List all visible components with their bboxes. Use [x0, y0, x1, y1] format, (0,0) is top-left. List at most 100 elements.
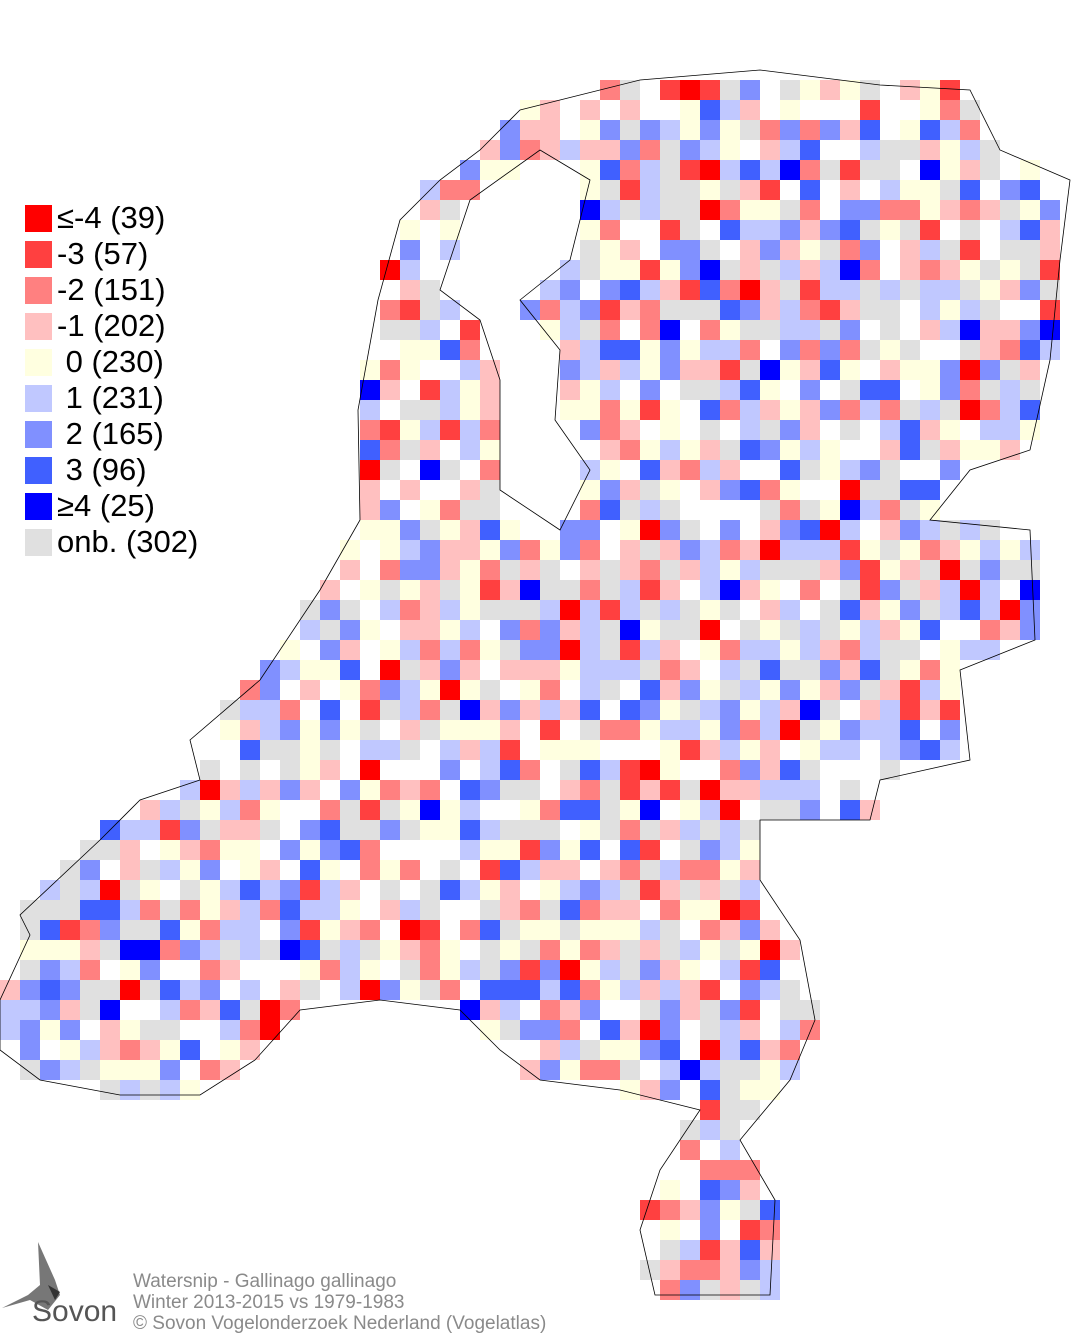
- grid-cell: [640, 500, 660, 520]
- grid-cell: [660, 440, 680, 460]
- grid-cell: [880, 360, 900, 380]
- grid-cell: [620, 120, 640, 140]
- grid-cell: [640, 1020, 660, 1040]
- grid-cell: [100, 900, 120, 920]
- grid-cell: [40, 900, 60, 920]
- grid-cell: [940, 200, 960, 220]
- grid-cell: [900, 260, 920, 280]
- grid-cell: [440, 940, 460, 960]
- grid-cell: [900, 580, 920, 600]
- grid-cell: [740, 900, 760, 920]
- grid-cell: [440, 300, 460, 320]
- grid-cell: [720, 520, 740, 540]
- grid-cell: [680, 620, 700, 640]
- grid-cell: [740, 1040, 760, 1060]
- grid-cell: [500, 880, 520, 900]
- grid-cell: [780, 360, 800, 380]
- grid-cell: [580, 600, 600, 620]
- grid-cell: [820, 460, 840, 480]
- grid-cell: [800, 640, 820, 660]
- sovon-logo-text: Sovon: [32, 1295, 118, 1328]
- grid-cell: [880, 460, 900, 480]
- grid-cell: [540, 940, 560, 960]
- grid-cell: [880, 160, 900, 180]
- grid-cell: [720, 360, 740, 380]
- grid-cell: [640, 200, 660, 220]
- grid-cell: [980, 440, 1000, 460]
- grid-cell: [680, 900, 700, 920]
- grid-cell: [700, 320, 720, 340]
- grid-cell: [580, 900, 600, 920]
- grid-cell: [680, 860, 700, 880]
- grid-cell: [580, 980, 600, 1000]
- grid-cell: [600, 80, 620, 100]
- grid-cell: [360, 700, 380, 720]
- grid-cell: [780, 320, 800, 340]
- grid-cell: [360, 820, 380, 840]
- grid-cell: [520, 120, 540, 140]
- grid-cell: [680, 800, 700, 820]
- grid-cell: [740, 1280, 760, 1300]
- grid-cell: [520, 800, 540, 820]
- grid-cell: [860, 140, 880, 160]
- grid-cell: [200, 980, 220, 1000]
- grid-cell: [480, 600, 500, 620]
- grid-cell: [340, 840, 360, 860]
- grid-cell: [920, 420, 940, 440]
- grid-cell: [880, 300, 900, 320]
- grid-cell: [700, 1120, 720, 1140]
- grid-cell: [860, 260, 880, 280]
- grid-cell: [580, 340, 600, 360]
- grid-cell: [760, 1240, 780, 1260]
- grid-cell: [640, 960, 660, 980]
- grid-cell: [400, 740, 420, 760]
- grid-cell: [180, 980, 200, 1000]
- grid-cell: [680, 120, 700, 140]
- grid-cell: [880, 280, 900, 300]
- grid-cell: [920, 180, 940, 200]
- grid-cell: [700, 1060, 720, 1080]
- sovon-swallow-logo-icon: [2, 1242, 60, 1310]
- grid-cell: [640, 760, 660, 780]
- grid-cell: [680, 300, 700, 320]
- grid-cell: [700, 160, 720, 180]
- grid-cell: [500, 700, 520, 720]
- grid-cell: [680, 520, 700, 540]
- grid-cell: [940, 380, 960, 400]
- grid-cell: [620, 400, 640, 420]
- grid-cell: [740, 440, 760, 460]
- grid-cell: [0, 980, 20, 1000]
- grid-cell: [560, 320, 580, 340]
- grid-cell: [800, 120, 820, 140]
- grid-cell: [700, 560, 720, 580]
- grid-cell: [140, 800, 160, 820]
- grid-cell: [680, 740, 700, 760]
- grid-cell: [280, 900, 300, 920]
- grid-cell: [440, 720, 460, 740]
- grid-cell: [720, 780, 740, 800]
- grid-cell: [800, 560, 820, 580]
- grid-cell: [780, 240, 800, 260]
- grid-cell: [920, 140, 940, 160]
- grid-cell: [40, 960, 60, 980]
- grid-cell: [880, 140, 900, 160]
- grid-cell: [760, 520, 780, 540]
- grid-cell: [720, 100, 740, 120]
- grid-cell: [440, 200, 460, 220]
- grid-cell: [660, 500, 680, 520]
- grid-cell: [420, 320, 440, 340]
- grid-cell: [740, 1220, 760, 1240]
- grid-cell: [640, 520, 660, 540]
- grid-cell: [900, 340, 920, 360]
- grid-cell: [480, 640, 500, 660]
- grid-cell: [760, 1080, 780, 1100]
- grid-cell: [820, 340, 840, 360]
- grid-cell: [600, 680, 620, 700]
- grid-cell: [680, 260, 700, 280]
- grid-cell: [740, 840, 760, 860]
- grid-cell: [720, 540, 740, 560]
- grid-cell: [480, 780, 500, 800]
- grid-cell: [860, 620, 880, 640]
- grid-cell: [420, 980, 440, 1000]
- grid-cell: [720, 340, 740, 360]
